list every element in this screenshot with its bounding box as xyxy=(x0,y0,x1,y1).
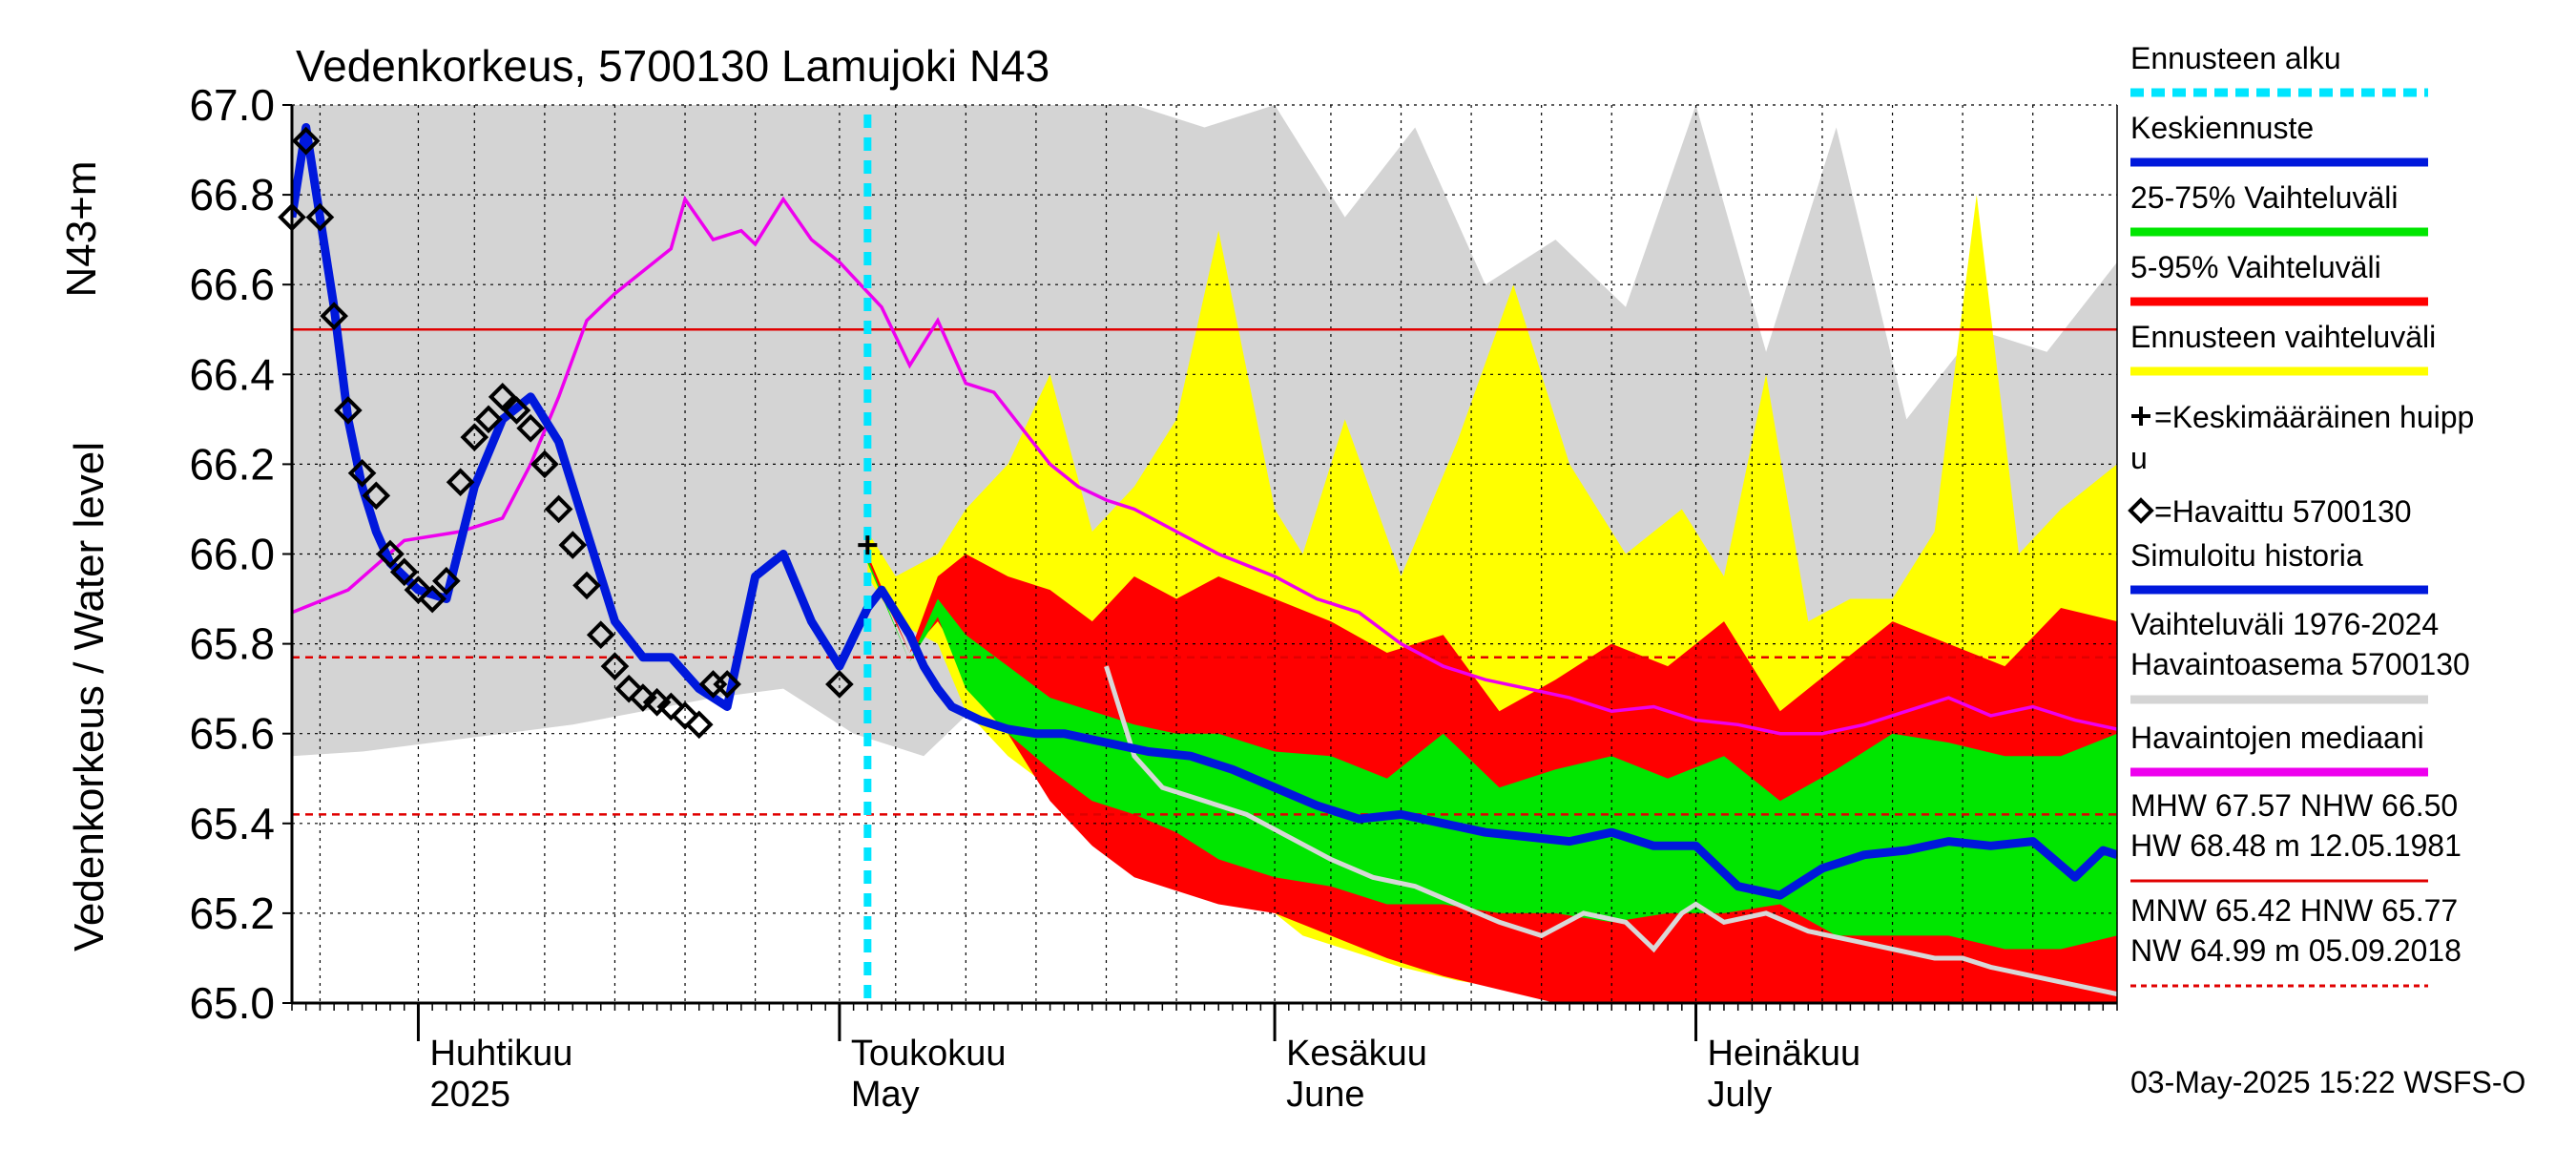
month-label-en: May xyxy=(851,1075,920,1115)
observed-point xyxy=(629,683,657,712)
legend-label: Ennusteen alku xyxy=(2130,41,2341,75)
observed-point xyxy=(418,584,447,614)
observed-point xyxy=(488,382,517,411)
legend-label-cont: Havaintoasema 5700130 xyxy=(2130,647,2470,681)
observed-point xyxy=(544,494,573,524)
legend-label: 5-95% Vaihteluväli xyxy=(2130,250,2381,284)
y-tick-label: 65.0 xyxy=(189,978,275,1028)
legend-label: 25-75% Vaihteluväli xyxy=(2130,180,2398,215)
footer-timestamp: 03-May-2025 15:22 WSFS-O xyxy=(2130,1065,2525,1099)
observed-point xyxy=(376,539,405,569)
observed-point xyxy=(684,710,714,740)
y-tick-label: 66.2 xyxy=(189,439,275,489)
observed-point xyxy=(305,202,335,232)
observed-point xyxy=(320,302,348,330)
observed-point xyxy=(713,670,742,699)
chart-title: Vedenkorkeus, 5700130 Lamujoki N43 xyxy=(296,41,1049,91)
observed-point xyxy=(389,557,419,587)
month-label-en: June xyxy=(1286,1075,1364,1115)
median-line xyxy=(292,195,2117,736)
observed-point xyxy=(530,450,559,479)
legend-label: =Havaittu 5700130 xyxy=(2154,494,2412,529)
legend-swatch xyxy=(2128,497,2154,524)
observed-point xyxy=(347,458,377,488)
month-label: Heinäkuu xyxy=(1708,1034,1861,1074)
month-label-en: 2025 xyxy=(429,1075,510,1115)
observed-point xyxy=(404,575,433,604)
legend-label-cont: u xyxy=(2130,441,2148,475)
y-tick-label: 65.4 xyxy=(189,799,275,848)
observed-point xyxy=(671,701,699,730)
legend-label: MHW 67.57 NHW 66.50 xyxy=(2130,788,2458,823)
y-tick-label: 65.2 xyxy=(189,889,275,938)
light-grey-line xyxy=(1104,665,2117,997)
legend-label: Simuloitu historia xyxy=(2130,538,2363,573)
y-tick-label: 65.6 xyxy=(189,709,275,759)
legend-label: =Keskimääräinen huipp xyxy=(2154,400,2474,434)
legend-label: Keskiennuste xyxy=(2130,111,2314,145)
mean-forecast-line xyxy=(292,123,2117,900)
observed-point xyxy=(460,423,489,451)
observed-point xyxy=(586,620,615,650)
y-axis-label: Vedenkorkeus / Water level xyxy=(66,442,113,951)
y-tick-label: 67.0 xyxy=(189,80,275,130)
observed-point xyxy=(291,126,321,156)
observed-point xyxy=(432,566,461,596)
legend-label: MNW 65.42 HNW 65.77 xyxy=(2130,893,2458,928)
observed-point xyxy=(614,674,643,703)
observed-point xyxy=(572,571,601,600)
month-label: Kesäkuu xyxy=(1286,1034,1427,1074)
legend-label-cont: NW 64.99 m 05.09.2018 xyxy=(2130,933,2462,968)
y-tick-label: 66.4 xyxy=(189,349,275,399)
month-label: Toukokuu xyxy=(851,1034,1007,1074)
observed-point xyxy=(334,396,363,425)
observed-point xyxy=(558,531,588,559)
observed-point xyxy=(656,692,686,721)
y-tick-label: 65.8 xyxy=(189,619,275,669)
y-tick-label: 66.8 xyxy=(189,170,275,220)
observed-point xyxy=(362,481,391,511)
y-tick-label: 66.0 xyxy=(189,530,275,579)
legend-label: Havaintojen mediaani xyxy=(2130,721,2424,755)
observed-point xyxy=(502,396,531,425)
observed-point xyxy=(446,468,475,497)
legend-label: Vaihteluväli 1976-2024 xyxy=(2130,607,2439,641)
month-label: Huhtikuu xyxy=(429,1034,572,1074)
legend-swatch xyxy=(2131,407,2150,426)
p25-75-band xyxy=(867,558,2117,950)
observed-point xyxy=(825,670,854,699)
legend-label: Ennusteen vaihteluväli xyxy=(2130,320,2436,354)
observed-point xyxy=(474,405,503,434)
y-axis-unit: N43+m xyxy=(58,160,105,297)
legend-label-cont: HW 68.48 m 12.05.1981 xyxy=(2130,828,2462,863)
observed-point xyxy=(516,413,545,443)
observed-point xyxy=(600,652,630,680)
observed-point xyxy=(642,687,672,717)
mean-peak-marker xyxy=(858,535,878,555)
y-tick-label: 66.6 xyxy=(189,260,275,309)
month-label-en: July xyxy=(1708,1075,1773,1115)
